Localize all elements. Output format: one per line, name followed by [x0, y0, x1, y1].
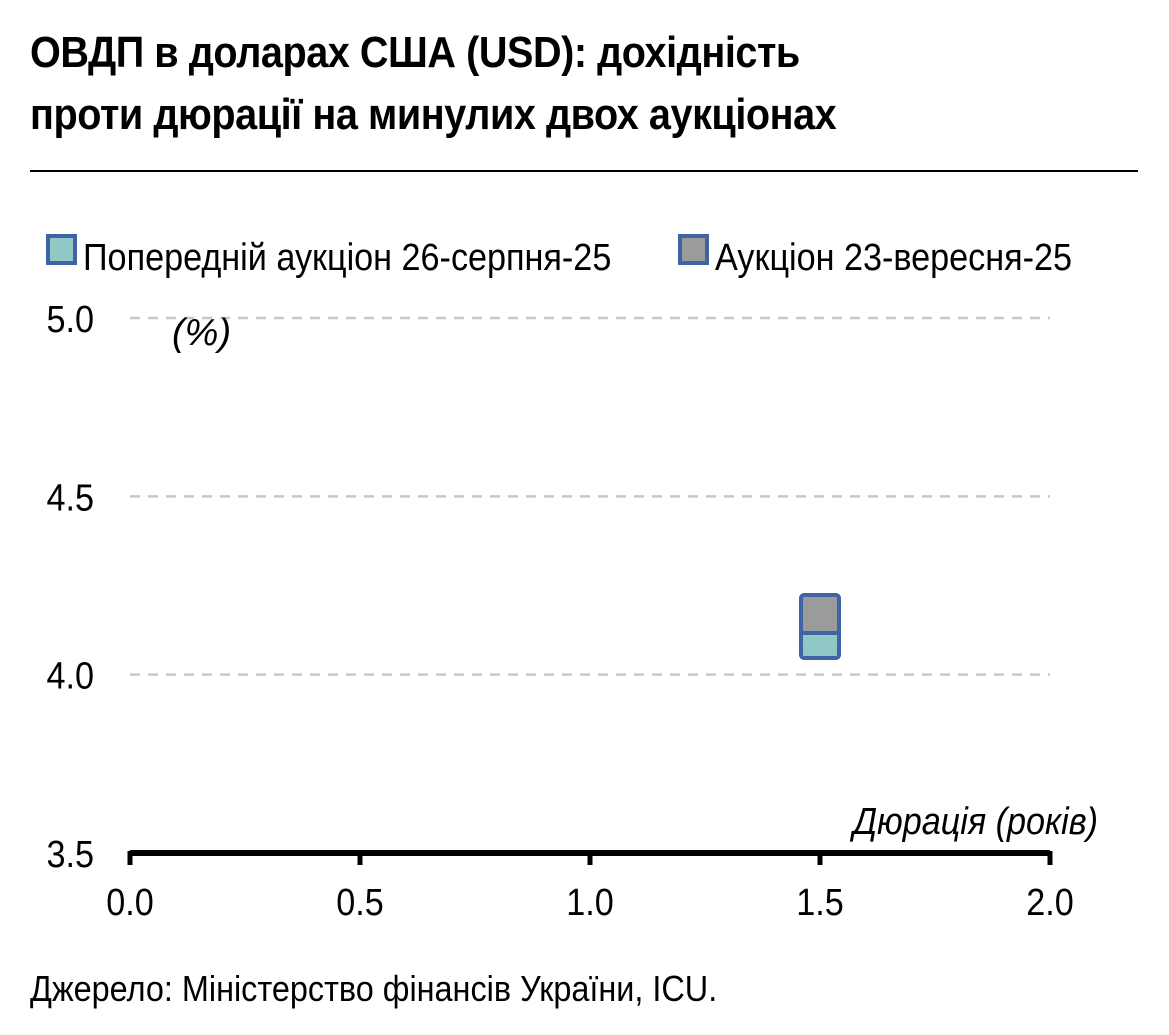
legend-label: Попередній аукціон 26-серпня-25: [83, 235, 611, 278]
y-tick-label: 5.0: [46, 297, 94, 340]
x-tick-label: 1.0: [566, 880, 614, 923]
chart-title-line-1: ОВДП в доларах США (USD): дохідність: [30, 28, 800, 77]
x-tick-label: 1.5: [796, 880, 844, 923]
source-note: Джерело: Міністерство фінансів України, …: [30, 968, 718, 1009]
y-axis-label: (%): [172, 312, 231, 354]
legend-swatch: [46, 234, 77, 265]
legend-swatch: [678, 234, 709, 265]
y-tick-label: 4.5: [46, 476, 94, 519]
x-tick-label: 0.0: [106, 880, 154, 923]
chart-title-line-2: проти дюрації на минулих двох аукціонах: [30, 90, 837, 139]
x-tick-label: 2.0: [1026, 880, 1074, 923]
y-tick-label: 4.0: [46, 654, 94, 697]
legend-label: Аукціон 23-вересня-25: [715, 235, 1072, 278]
y-tick-label: 3.5: [46, 832, 94, 875]
title-divider: [30, 170, 1138, 172]
scatter-chart: 5.0 4.5 4.0 3.5 (%) 0.0 0.5 1.0 1.5 2.0 Дюрація (р…: [46, 234, 1098, 923]
x-tick-label: 0.5: [336, 880, 384, 923]
data-point-marker: [799, 593, 841, 636]
chart-title: ОВДП в доларах США (USD): дохідність про…: [30, 22, 1029, 146]
x-axis-label: Дюрація (років): [849, 799, 1098, 842]
